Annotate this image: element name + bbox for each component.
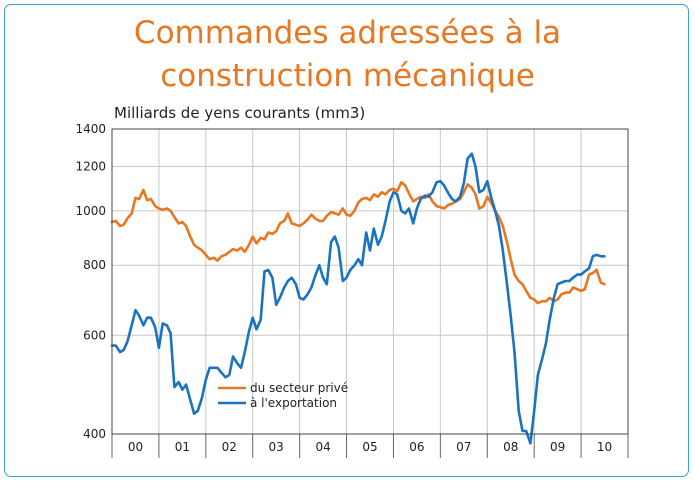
legend-label: du secteur privé <box>250 381 348 395</box>
series-line-1 <box>110 180 606 305</box>
chart-frame <box>4 4 689 477</box>
x-tick-label: 10 <box>597 440 612 454</box>
y-tick-label: 1400 <box>75 122 106 136</box>
y-tick-labels: 400 600 800 1000 1200 1400 <box>75 122 106 441</box>
y-tick-label: 1000 <box>75 204 106 218</box>
chart-title-line-2: construction mécanique <box>160 58 535 94</box>
x-tick-label: 09 <box>550 440 565 454</box>
x-tick-label: 08 <box>503 440 518 454</box>
x-tick-label: 03 <box>269 440 284 454</box>
x-tick-label: 04 <box>315 440 330 454</box>
legend-label: à l'exportation <box>250 396 337 410</box>
x-tick-label: 07 <box>456 440 471 454</box>
plot-area-border <box>111 128 629 435</box>
x-tick-label: 05 <box>362 440 377 454</box>
x-tick-label: 06 <box>409 440 424 454</box>
x-tick-label: 02 <box>222 440 237 454</box>
y-tick-label: 600 <box>83 328 106 342</box>
x-tick-labels: 00 01 02 03 04 05 06 07 08 09 10 <box>128 440 612 454</box>
series-lines <box>110 152 606 445</box>
series-line-2 <box>110 152 606 445</box>
chart-title-line-1: Commandes adressées à la <box>133 15 562 51</box>
x-tick-label: 01 <box>175 440 190 454</box>
y-axis-label: Milliards de yens courants (mm3) <box>114 104 366 122</box>
grid-lines <box>111 129 629 458</box>
y-tick-label: 1200 <box>75 160 106 174</box>
x-tick-label: 00 <box>128 440 143 454</box>
y-tick-label: 800 <box>83 258 106 272</box>
y-tick-label: 400 <box>83 427 106 441</box>
